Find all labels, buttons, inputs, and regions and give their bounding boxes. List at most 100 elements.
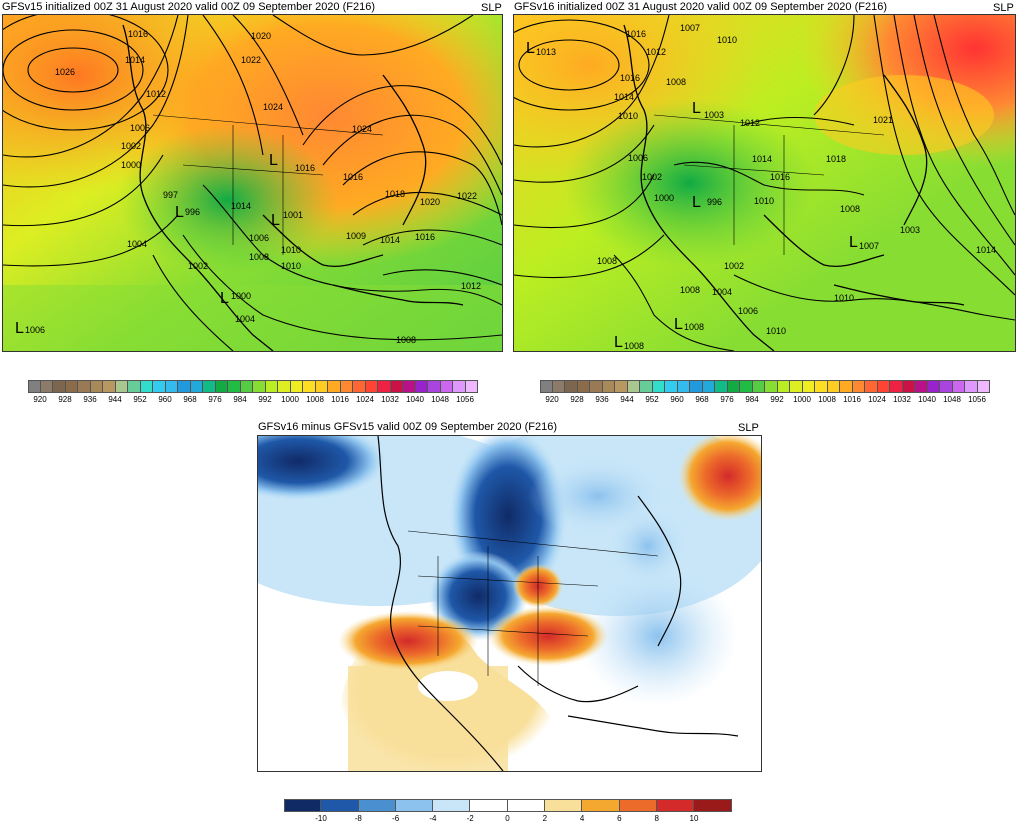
- slp-colorbar-left-ticks: 920 928 936 944 952 960 968 976 984 992 1000 1008 10…: [28, 395, 478, 405]
- colorbar-swatch: [440, 380, 453, 393]
- colorbar-swatch: [765, 380, 778, 393]
- colorbar-tick-label: 920: [33, 395, 47, 404]
- colorbar-swatch: [65, 380, 78, 393]
- colorbar-swatch: [852, 380, 865, 393]
- isobar-label: 1012: [146, 89, 166, 99]
- slp-colorbar-left: [28, 380, 478, 393]
- colorbar-swatch: [415, 380, 428, 393]
- low-pressure-marker: L: [849, 234, 858, 251]
- colorbar-tick-label: 1000: [793, 395, 811, 404]
- colorbar-swatch: [190, 380, 203, 393]
- isobar-label: 1000: [231, 291, 251, 301]
- colorbar-swatch: [790, 380, 803, 393]
- low-pressure-marker: L: [175, 204, 184, 221]
- colorbar-swatch: [390, 380, 403, 393]
- gfsv15-slp-map: 1026 1016 1014 1012 1020 1022 1024 1006 …: [2, 14, 503, 352]
- colorbar-swatch: [545, 799, 583, 812]
- colorbar-tick-label: 944: [620, 395, 634, 404]
- colorbar-tick-label: 1008: [818, 395, 836, 404]
- colorbar-tick-label: 968: [695, 395, 709, 404]
- difference-colorbar-ticks: -10 -8 -6 -4 -2 0 2 4 6 8 10: [284, 814, 732, 824]
- colorbar-swatch: [403, 380, 416, 393]
- low-pressure-marker: L: [269, 152, 278, 169]
- isobar-label: 1016: [128, 29, 148, 39]
- colorbar-swatch: [395, 799, 434, 812]
- isobar-label: 1010: [834, 293, 854, 303]
- colorbar-tick-label: 10: [689, 814, 699, 823]
- colorbar-swatch: [507, 799, 546, 812]
- colorbar-tick-label: 928: [570, 395, 584, 404]
- colorbar-swatch: [552, 380, 565, 393]
- colorbar-tick-label: 8: [654, 814, 659, 823]
- colorbar-swatch: [358, 799, 396, 812]
- isobar-label: 1008: [840, 204, 860, 214]
- isobar-label: 1006: [249, 233, 269, 243]
- colorbar-tick-label: 984: [233, 395, 247, 404]
- low-pressure-marker: L: [614, 334, 623, 351]
- colorbar-swatch: [627, 380, 640, 393]
- isobar-label: 1000: [654, 193, 674, 203]
- colorbar-swatch: [28, 380, 41, 393]
- colorbar-tick-label: 936: [83, 395, 97, 404]
- colorbar-swatch: [652, 380, 665, 393]
- colorbar-swatch: [702, 380, 715, 393]
- colorbar-tick-label: 1016: [331, 395, 349, 404]
- colorbar-swatch: [428, 380, 441, 393]
- colorbar-tick-label: 4: [579, 814, 585, 823]
- colorbar-swatch: [590, 380, 603, 393]
- colorbar-tick-label: 2: [542, 814, 548, 823]
- isobar-label: 1001: [283, 210, 303, 220]
- isobar-label: 1004: [235, 314, 255, 324]
- colorbar-swatch: [165, 380, 178, 393]
- isobar-label: 1002: [642, 172, 662, 182]
- colorbar-tick-label: 984: [745, 395, 759, 404]
- panel-diff-title: GFSv16 minus GFSv15 valid 00Z 09 Septemb…: [258, 421, 557, 433]
- colorbar-tick-label: 1048: [943, 395, 961, 404]
- colorbar-swatch: [90, 380, 103, 393]
- colorbar-tick-label: 1032: [381, 395, 399, 404]
- isobar-label: 1010: [281, 261, 301, 271]
- isobar-label: 996: [707, 197, 722, 207]
- colorbar-swatch: [453, 380, 466, 393]
- isobar-label: 1024: [352, 124, 372, 134]
- isobar-label: 1016: [343, 172, 363, 182]
- colorbar-tick-label: 1056: [456, 395, 474, 404]
- isobar-label: 1008: [396, 335, 416, 345]
- colorbar-tick-label: -2: [466, 814, 474, 823]
- isobar-label: 1006: [738, 306, 758, 316]
- isobar-label: 1008: [249, 252, 269, 262]
- isobar-label: 1000: [121, 160, 141, 170]
- colorbar-tick-label: -6: [392, 814, 400, 823]
- colorbar-tick-label: 952: [645, 395, 659, 404]
- panel-left-variable: SLP: [481, 2, 502, 14]
- colorbar-tick-label: 992: [258, 395, 272, 404]
- colorbar-swatch: [915, 380, 928, 393]
- colorbar-tick-label: 992: [770, 395, 784, 404]
- isobar-label: 1002: [121, 141, 141, 151]
- isobar-label: 1010: [618, 111, 638, 121]
- isobar-label: 1016: [295, 163, 315, 173]
- low-pressure-value: 1008: [684, 322, 704, 332]
- low-pressure-value: 1007: [859, 241, 879, 251]
- colorbar-swatch: [815, 380, 828, 393]
- colorbar-tick-label: 1000: [281, 395, 299, 404]
- isobar-label: 1012: [646, 47, 666, 57]
- colorbar-swatch: [378, 380, 391, 393]
- colorbar-swatch: [877, 380, 890, 393]
- isobar-label: 1010: [717, 35, 737, 45]
- isobar-label: 1010: [754, 196, 774, 206]
- colorbar-swatch: [103, 380, 116, 393]
- isobar-label: 1014: [380, 235, 400, 245]
- colorbar-tick-label: -10: [315, 814, 327, 823]
- slp-colorbar-right: [540, 380, 990, 393]
- isobar-label: 1021: [873, 115, 893, 125]
- isobar-label: 1014: [976, 245, 996, 255]
- colorbar-swatch: [303, 380, 316, 393]
- colorbar-tick-label: -4: [429, 814, 437, 823]
- colorbar-swatch: [540, 380, 553, 393]
- colorbar-swatch: [178, 380, 191, 393]
- colorbar-swatch: [78, 380, 91, 393]
- isobar-label: 1006: [628, 153, 648, 163]
- colorbar-swatch: [315, 380, 328, 393]
- colorbar-tick-label: 1040: [918, 395, 936, 404]
